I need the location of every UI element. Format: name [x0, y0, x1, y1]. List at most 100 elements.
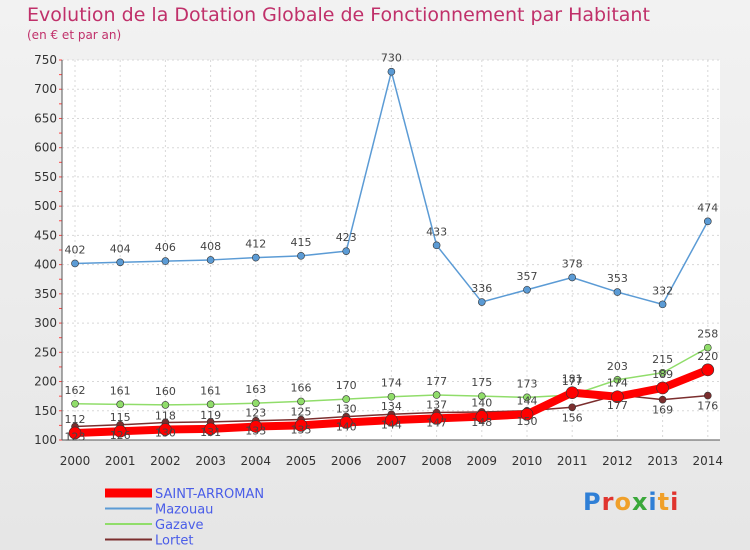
data-point	[116, 400, 124, 409]
data-point	[387, 392, 396, 401]
data-point	[475, 410, 489, 423]
data-point	[432, 391, 441, 399]
y-tick-label: 500	[34, 199, 57, 213]
x-tick-label: 2007	[376, 454, 407, 468]
y-tick-label: 700	[34, 82, 57, 96]
y-tick-label: 250	[34, 345, 57, 359]
data-label: 174	[607, 377, 628, 390]
data-label: 220	[697, 350, 718, 363]
y-tick-label: 650	[34, 111, 57, 125]
data-label: 160	[155, 385, 176, 398]
data-point	[294, 419, 308, 432]
data-label: 150	[517, 415, 538, 428]
x-tick-label: 2001	[105, 454, 136, 468]
data-label: 175	[471, 376, 492, 389]
data-point	[568, 403, 577, 412]
chart-title: Evolution de la Dotation Globale de Fonc…	[27, 4, 650, 26]
data-point	[113, 424, 127, 438]
data-label: 134	[381, 400, 402, 413]
data-label: 162	[65, 384, 86, 397]
data-point	[701, 363, 715, 377]
y-tick-label: 300	[34, 316, 57, 330]
data-label: 156	[562, 411, 583, 424]
data-point	[613, 288, 622, 296]
data-label: 115	[110, 411, 131, 424]
data-label: 126	[110, 429, 131, 442]
data-label: 130	[336, 402, 357, 415]
data-label: 161	[200, 384, 221, 397]
data-point	[703, 391, 712, 400]
data-label: 140	[336, 421, 357, 434]
data-label: 258	[697, 328, 718, 341]
y-tick-label: 600	[34, 141, 57, 155]
data-label: 353	[607, 272, 628, 285]
data-label: 176	[697, 400, 718, 413]
x-tick-label: 2000	[60, 454, 91, 468]
data-label: 161	[110, 384, 131, 397]
data-point	[477, 392, 486, 400]
data-point	[658, 300, 667, 309]
data-point	[523, 393, 531, 402]
y-tick-label: 150	[34, 404, 57, 418]
data-point	[252, 253, 260, 262]
data-label: 125	[291, 405, 312, 418]
data-label: 133	[245, 425, 266, 438]
x-tick-label: 2008	[421, 454, 452, 468]
data-label: 189	[652, 368, 673, 381]
y-tick-label: 100	[34, 433, 57, 447]
data-label: 177	[607, 399, 628, 412]
x-tick-label: 2003	[195, 454, 226, 468]
data-label: 474	[697, 201, 718, 214]
data-point	[71, 399, 79, 408]
y-tick-label: 350	[34, 287, 57, 301]
x-tick-label: 2011	[557, 454, 588, 468]
y-tick-label: 450	[34, 228, 57, 242]
data-point	[161, 257, 170, 265]
data-label: 118	[155, 409, 176, 422]
data-label: 163	[245, 383, 266, 396]
data-point	[297, 397, 305, 406]
data-label: 423	[336, 231, 357, 244]
legend-label: Gazave	[155, 518, 204, 533]
data-label: 173	[517, 377, 538, 390]
data-label: 215	[652, 353, 673, 366]
y-tick-label: 550	[34, 170, 57, 184]
data-label: 378	[562, 257, 583, 270]
x-tick-label: 2005	[286, 454, 317, 468]
data-label: 402	[65, 243, 86, 256]
y-tick-label: 200	[34, 375, 57, 389]
x-tick-label: 2004	[241, 454, 272, 468]
data-point	[613, 375, 622, 384]
data-label: 412	[245, 238, 266, 251]
data-point	[206, 400, 215, 409]
data-label: 177	[562, 375, 583, 388]
data-point	[656, 381, 669, 395]
data-point	[249, 420, 263, 433]
data-point	[568, 273, 577, 282]
data-point	[342, 247, 351, 255]
data-label: 181	[562, 373, 583, 386]
data-point	[703, 217, 712, 226]
data-point	[116, 258, 124, 267]
data-label: 137	[426, 398, 447, 411]
x-tick-label: 2002	[150, 454, 181, 468]
data-label: 433	[426, 225, 447, 238]
data-label: 336	[471, 282, 492, 295]
data-point	[523, 285, 531, 294]
data-point	[477, 298, 486, 306]
data-point	[297, 252, 305, 260]
legend-label: Mazouau	[155, 503, 213, 518]
data-label: 148	[471, 416, 492, 429]
data-label: 406	[155, 241, 176, 254]
data-label: 119	[200, 409, 221, 422]
data-label: 166	[291, 381, 312, 394]
data-point	[161, 401, 170, 409]
legend-label: SAINT-ARROMAN	[155, 487, 264, 502]
x-tick-label: 2014	[693, 454, 724, 468]
data-label: 131	[200, 426, 221, 439]
data-point	[385, 413, 398, 427]
x-tick-label: 2013	[647, 454, 678, 468]
data-label: 332	[652, 284, 673, 297]
